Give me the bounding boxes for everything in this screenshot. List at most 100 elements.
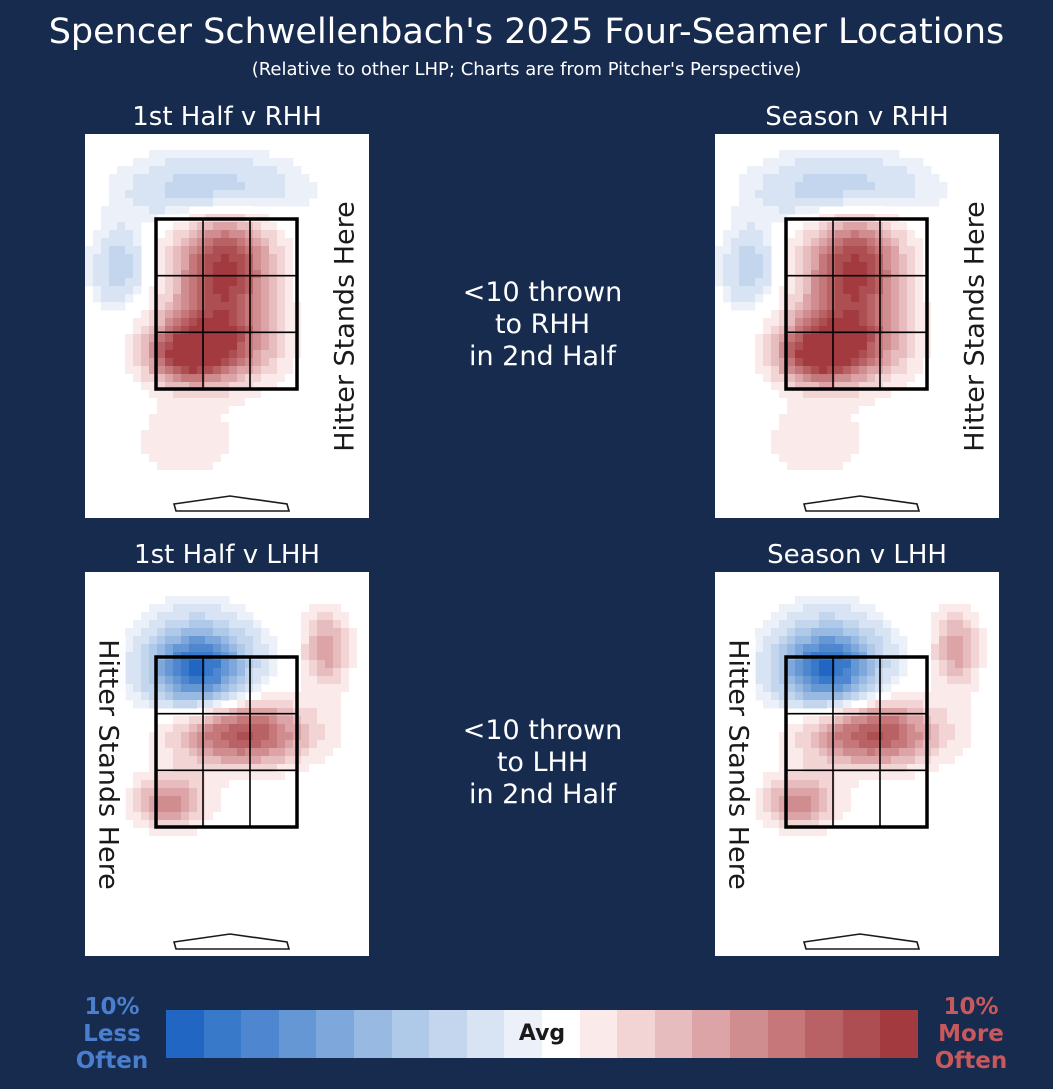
heatmap-cell — [851, 796, 860, 805]
heatmap-cell — [213, 446, 222, 455]
heatmap-cell — [771, 684, 780, 693]
heatmap-cell — [133, 430, 142, 439]
heatmap-cell — [309, 652, 318, 661]
heatmap-cell — [205, 174, 214, 183]
heatmap-cell — [811, 604, 820, 613]
heatmap-cell — [213, 596, 222, 605]
heatmap-cell — [803, 398, 812, 407]
heatmap-cell — [867, 382, 876, 391]
heatmap-cell — [269, 382, 278, 391]
heatmap-cell — [787, 254, 796, 263]
heatmap-cell — [859, 892, 868, 901]
heatmap-cell — [189, 628, 198, 637]
heatmap-cell — [269, 294, 278, 303]
heatmap-cell — [827, 182, 836, 191]
heatmap-cell — [835, 820, 844, 829]
heatmap-cell — [341, 732, 350, 741]
heatmap-cell — [221, 860, 230, 869]
heatmap-cell — [189, 182, 198, 191]
heatmap-cell — [915, 318, 924, 327]
colorbar-segment — [203, 1010, 242, 1058]
heatmap-cell — [205, 756, 214, 765]
heatmap-cell — [947, 756, 956, 765]
heatmap-cell — [277, 334, 286, 343]
heatmap-cell — [851, 350, 860, 359]
heatmap-cell — [819, 454, 828, 463]
heatmap-cell — [133, 326, 142, 335]
heatmap-cell — [859, 182, 868, 191]
heatmap-cell — [779, 446, 788, 455]
heatmap-cell — [197, 900, 206, 909]
heatmap-cell — [349, 716, 358, 725]
heatmap-cell — [899, 382, 908, 391]
heatmap-cell — [237, 246, 246, 255]
heatmap-cell — [229, 788, 238, 797]
heatmap-cell — [125, 238, 134, 247]
heatmap-cell — [181, 262, 190, 271]
heatmap-cell — [867, 764, 876, 773]
heatmap-cell — [149, 470, 158, 479]
heatmap-cell — [229, 684, 238, 693]
heatmap-cell — [277, 262, 286, 271]
heatmap-cell — [819, 628, 828, 637]
heatmap-cell — [779, 422, 788, 431]
heatmap-cell — [939, 732, 948, 741]
heatmap-cell — [101, 246, 110, 255]
heatmap-cell — [915, 740, 924, 749]
heatmap-cell — [197, 620, 206, 629]
heatmap-cell — [747, 334, 756, 343]
heatmap-cells — [747, 588, 996, 917]
heatmap-cell — [851, 628, 860, 637]
heatmap-cell — [867, 262, 876, 271]
heatmap-cell — [133, 724, 142, 733]
heatmap-cell — [181, 382, 190, 391]
heatmap-cell — [859, 900, 868, 909]
heatmap-cell — [277, 302, 286, 311]
heatmap-cell — [141, 326, 150, 335]
heatmap-cell — [763, 462, 772, 471]
heatmap-cell — [197, 828, 206, 837]
heatmap-cell — [803, 612, 812, 621]
heatmap-cell — [851, 326, 860, 335]
heatmap-cell — [851, 166, 860, 175]
heatmap-cell — [141, 636, 150, 645]
heatmap-cell — [955, 668, 964, 677]
heatmap-cell — [867, 390, 876, 399]
heatmap-cell — [237, 438, 246, 447]
heatmap-cell — [747, 278, 756, 287]
heatmap-cell — [771, 470, 780, 479]
strike-zone — [154, 655, 299, 829]
heatmap-cell — [189, 876, 198, 885]
heatmap-cell — [827, 756, 836, 765]
heatmap-cell — [309, 342, 318, 351]
heatmap-cell — [157, 326, 166, 335]
heatmap-cell — [333, 716, 342, 725]
heatmap-cell — [779, 700, 788, 709]
heatmap-cell — [269, 390, 278, 399]
heatmap-cell — [229, 716, 238, 725]
heatmap-cell — [915, 286, 924, 295]
heatmap-cell — [779, 326, 788, 335]
heatmap-cell — [261, 708, 270, 717]
heatmap-cell — [899, 748, 908, 757]
heatmap-cell — [117, 238, 126, 247]
heatmap-cell — [93, 230, 102, 239]
heatmap-cell — [939, 716, 948, 725]
heatmap-cell — [771, 724, 780, 733]
heatmap-cell — [101, 238, 110, 247]
heatmap-cell — [197, 334, 206, 343]
heatmap-cell — [133, 230, 142, 239]
heatmap-cell — [947, 724, 956, 733]
heatmap-cell — [739, 350, 748, 359]
heatmap-cell — [771, 772, 780, 781]
heatmap-cell — [731, 286, 740, 295]
heatmap-cell — [891, 382, 900, 391]
heatmap-cell — [253, 358, 262, 367]
heatmap-cell — [301, 692, 310, 701]
heatmap-cell — [819, 612, 828, 621]
heatmap-cell — [867, 358, 876, 367]
heatmap-cell — [261, 158, 270, 167]
heatmap-cell — [851, 206, 860, 215]
heatmap-cell — [787, 668, 796, 677]
heatmap-cell — [947, 612, 956, 621]
